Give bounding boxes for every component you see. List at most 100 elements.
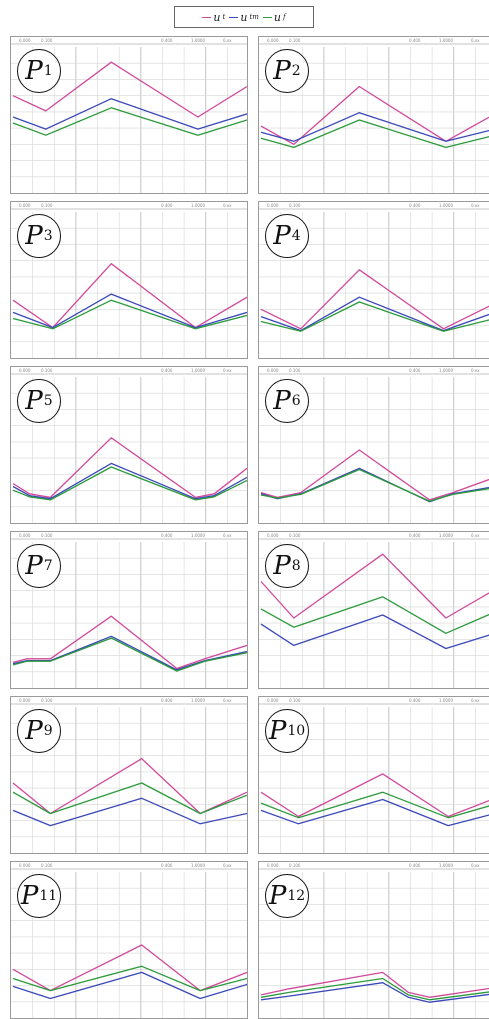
series-line-1 [261,597,489,634]
panel-badge-number: 1 [44,63,53,79]
panel-header-label: 0.xx [223,533,232,538]
panel-header-label: 0.100 [41,368,52,373]
panel-badge: P3 [17,214,61,258]
panel-badge-number: 10 [287,723,305,739]
legend-sub-uf: f [283,13,286,21]
series-line-1 [13,783,247,814]
panel-p7: 0.000 0.100 0.400 1.0000 0.xx P 7 [10,531,248,689]
panel-header-label: 0.xx [223,203,232,208]
panel-badge-letter: P [21,881,39,911]
panel-header-label: 0.400 [409,698,420,703]
panel-header-label: 0.100 [41,863,52,868]
legend-sub-ut: t [223,13,226,21]
panel-header-label: 0.000 [19,698,30,703]
series-line-0 [13,264,247,328]
panel-header-label: 1.0000 [439,698,453,703]
series-line-0 [261,87,489,145]
panel-badge-number: 12 [287,888,305,904]
panel-header-label: 0.xx [471,533,480,538]
panel-badge-letter: P [269,881,287,911]
panel-badge-letter: P [25,56,43,86]
panel-header-label: 0.400 [409,38,420,43]
panel-p9: 0.000 0.100 0.400 1.0000 0.xx P 9 [10,696,248,854]
series-line-1 [261,468,489,501]
panel-badge-letter: P [25,716,43,746]
series-line-2 [13,638,247,671]
panel-header-label: 1.0000 [439,533,453,538]
panel-p12: 0.000 0.100 0.400 1.0000 0.xx P 12 [258,861,489,1019]
panel-badge: P 11 [17,874,61,918]
panel-p6: 0.000 0.100 0.400 1.0000 0.xx P 6 [258,366,489,524]
legend-label-utm: u [240,11,247,24]
panel-badge-number: 11 [39,888,57,904]
panel-badge-letter: P [25,386,43,416]
series-line-0 [13,438,247,498]
panel-badge-number: 4 [292,228,301,244]
panel-badge-number: 5 [44,393,53,409]
panel-badge: P5 [17,379,61,423]
panel-header-label: 0.xx [471,38,480,43]
legend-item-utm: u tm [229,11,259,24]
panel-header-label: 1.0000 [191,863,205,868]
panel-header-label: 0.400 [409,533,420,538]
panel-header-label: 1.0000 [191,368,205,373]
legend-swatch-uf [263,17,272,18]
panel-header-label: 0.xx [471,698,480,703]
panel-header-label: 0.000 [267,533,278,538]
panel-header-label: 0.100 [289,863,300,868]
legend-label-ut: u [213,11,220,24]
panel-p10: 0.000 0.100 0.400 1.0000 0.xx P 10 [258,696,489,854]
series-line-1 [13,966,247,990]
panel-header-label: 1.0000 [439,38,453,43]
panel-header-label: 0.400 [161,368,172,373]
panel-header-label: 0.400 [161,203,172,208]
panel-header-label: 1.0000 [191,533,205,538]
panel-header-label: 0.000 [267,368,278,373]
series-line-1 [13,294,247,328]
panel-header-label: 0.100 [289,203,300,208]
panel-header-label: 0.400 [409,203,420,208]
legend-swatch-ut [202,17,211,18]
panel-badge-number: 6 [292,393,301,409]
series-line-2 [261,800,489,826]
panel-badge: P6 [265,379,309,423]
panel-badge: P8 [265,544,309,588]
panel-header-label: 1.0000 [191,38,205,43]
panel-p3: 0.000 0.100 0.400 1.0000 0.xx P 3 [10,201,248,359]
panel-header-label: 0.400 [161,698,172,703]
panel-header-label: 0.xx [471,203,480,208]
panel-header-label: 1.0000 [439,368,453,373]
series-line-0 [13,759,247,814]
panel-header-label: 0.100 [289,38,300,43]
panel-badge-letter: P [25,551,43,581]
panel-header-label: 0.400 [409,368,420,373]
panel-p11: 0.000 0.100 0.400 1.0000 0.xx P 11 [10,861,248,1019]
panel-header-label: 0.100 [41,38,52,43]
panel-badge: P 12 [265,874,309,918]
panel-header-label: 0.000 [19,863,30,868]
panel-header-label: 0.000 [267,698,278,703]
panel-header-label: 0.100 [289,698,300,703]
series-line-1 [13,463,247,498]
series-line-0 [261,450,489,500]
panel-badge-letter: P [273,551,291,581]
panel-badge-number: 9 [44,723,53,739]
legend-label-uf: u [274,11,281,24]
panel-header-label: 0.xx [471,368,480,373]
panel-badge-number: 7 [44,558,53,574]
series-line-0 [13,945,247,991]
panel-header-label: 1.0000 [439,863,453,868]
panel-p8: 0.000 0.100 0.400 1.0000 0.xx P 8 [258,531,489,689]
panel-header-label: 0.400 [161,533,172,538]
panel-badge: P 10 [265,709,309,753]
panel-badge-letter: P [273,221,291,251]
panel-header-label: 0.000 [19,38,30,43]
legend-swatch-utm [229,17,238,18]
panel-header-label: 0.000 [19,533,30,538]
panel-header-label: 1.0000 [439,203,453,208]
